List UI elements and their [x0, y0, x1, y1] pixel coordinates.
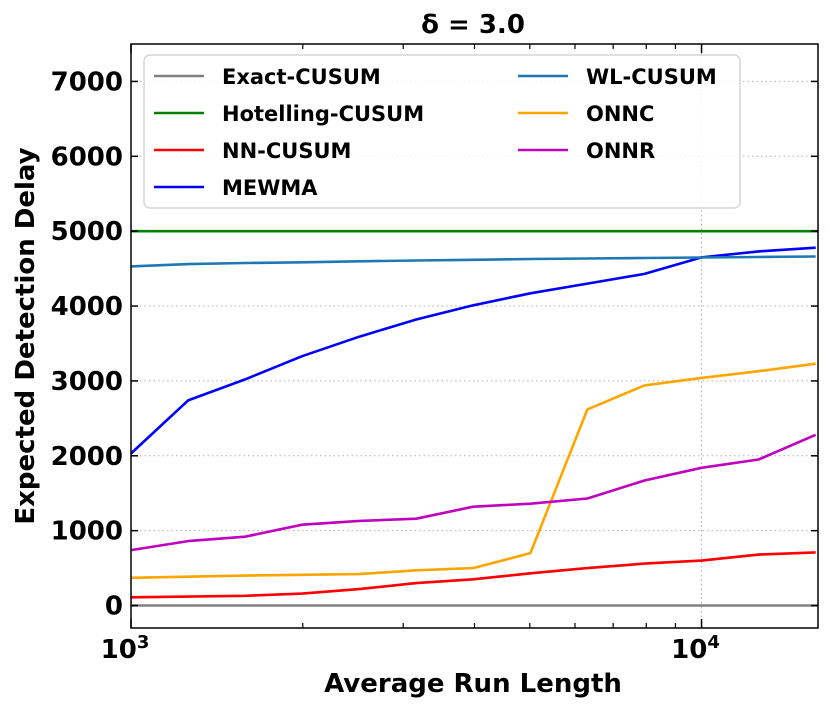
y-tick-label: 4000	[51, 292, 123, 322]
x-tick-label: 103	[101, 632, 150, 665]
series-line-onnr	[130, 433, 817, 552]
x-tick-base: 10	[671, 635, 707, 665]
legend-box	[143, 54, 741, 209]
y-tick-label: 6000	[51, 142, 123, 172]
legend: Exact-CUSUM Hotelling-CUSUM NN-CUSUM MEWMA W…	[143, 54, 741, 209]
legend-label-onnr: ONNR	[586, 139, 655, 163]
x-axis-label: Average Run Length	[324, 669, 622, 699]
legend-label-mewma: MEWMA	[222, 176, 318, 200]
y-tick-label: 1000	[51, 517, 123, 547]
legend-label-wl-cusum: WL-CUSUM	[586, 65, 717, 89]
legend-label-exact-cusum: Exact-CUSUM	[222, 65, 381, 89]
x-tick-label: 104	[671, 632, 720, 665]
series-line-onnc	[130, 362, 816, 580]
y-tick-label: 0	[105, 592, 123, 622]
series-line-wl-cusum	[130, 255, 816, 268]
legend-label-nn-cusum: NN-CUSUM	[222, 139, 351, 163]
x-tick-base: 10	[101, 635, 137, 665]
x-tick-exponent: 3	[137, 632, 150, 653]
y-tick-label: 3000	[51, 367, 123, 397]
legend-label-hotelling-cusum: Hotelling-CUSUM	[222, 102, 424, 126]
x-tick-exponent: 4	[707, 632, 720, 653]
series-lines	[130, 229, 818, 607]
y-tick-label: 2000	[51, 442, 123, 472]
legend-label-onnc: ONNC	[586, 102, 654, 126]
y-tick-label: 7000	[51, 67, 123, 97]
y-tick-label: 5000	[51, 217, 123, 247]
series-line-nn-cusum	[130, 551, 816, 599]
y-axis-label: Expected Detection Delay	[11, 147, 41, 524]
series-line-mewma	[130, 246, 816, 455]
chart-title: δ = 3.0	[421, 10, 525, 40]
